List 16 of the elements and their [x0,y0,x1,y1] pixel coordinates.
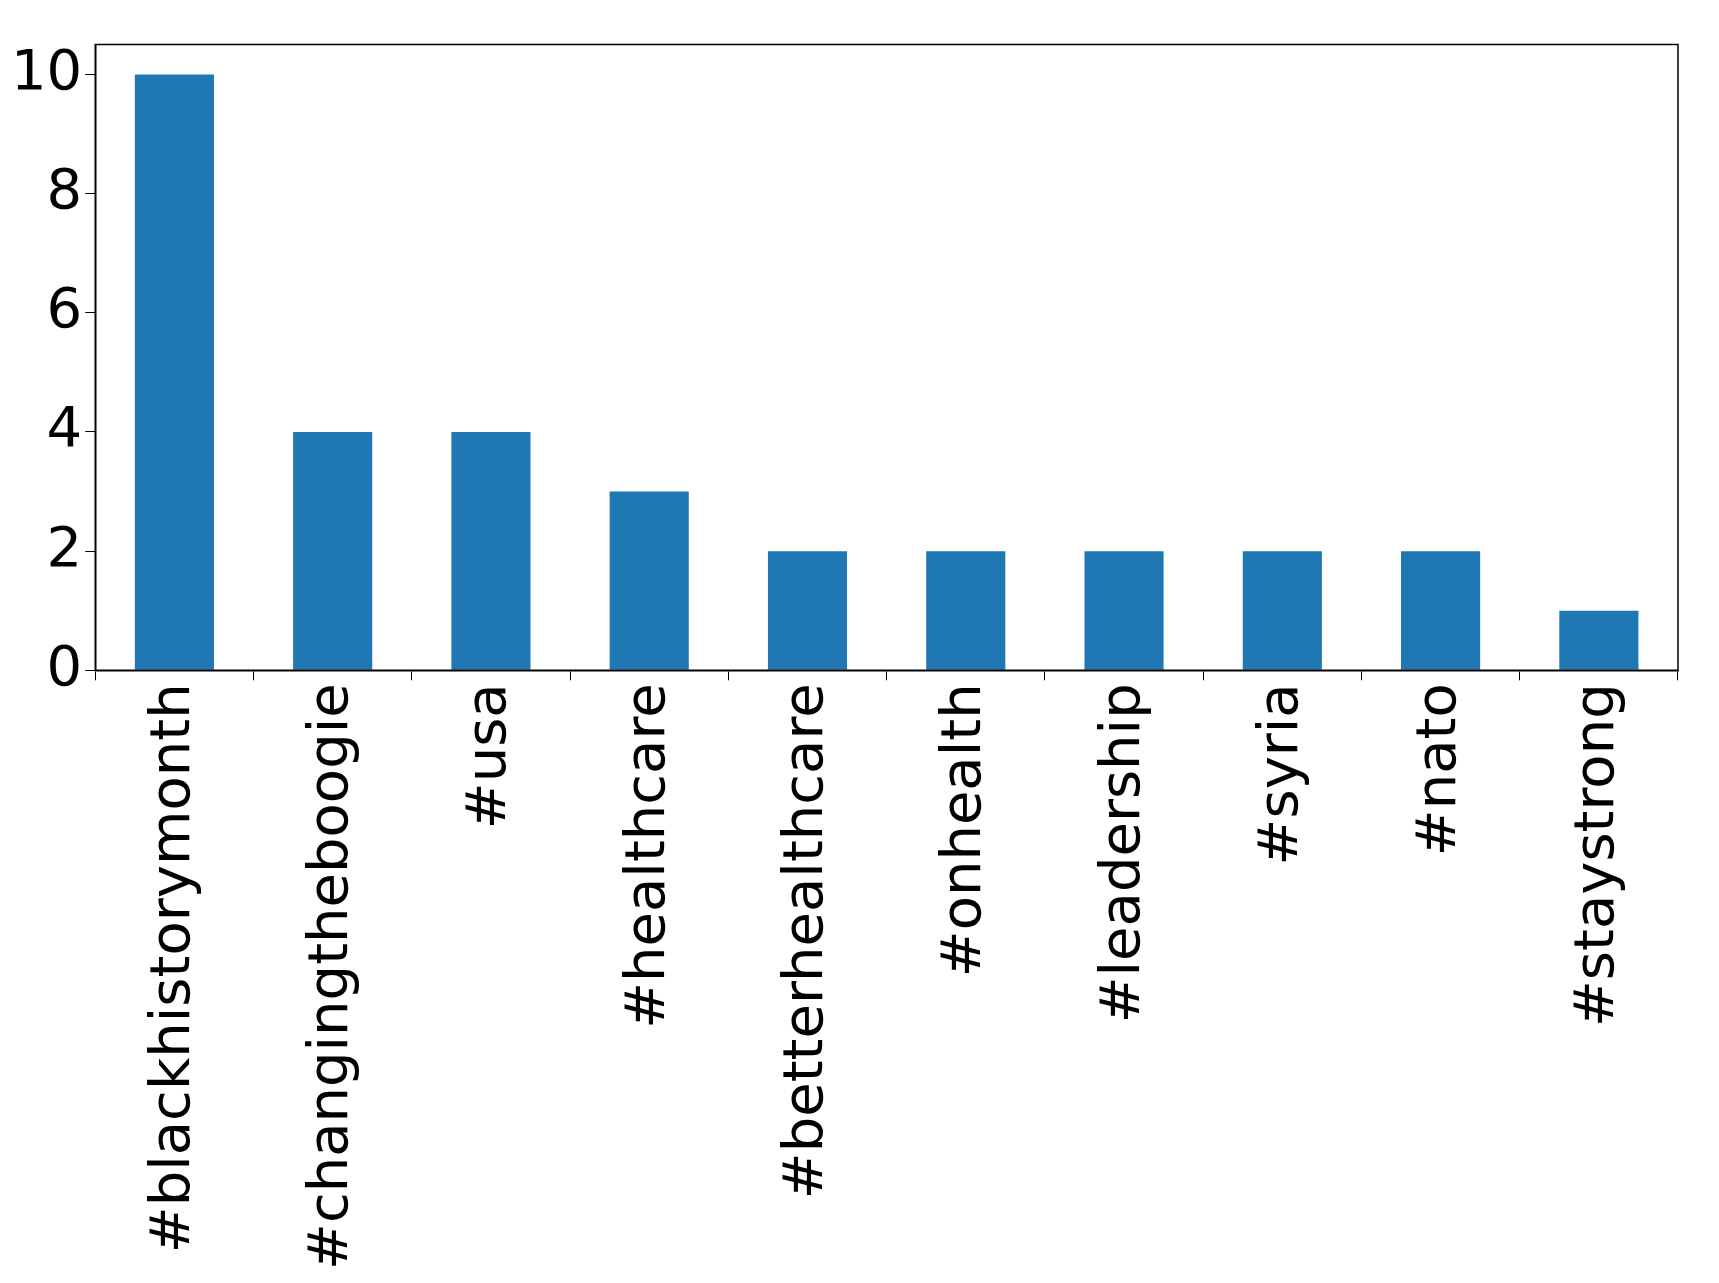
x-tick-label: #syria [1244,683,1310,866]
y-tick-label: 4 [46,394,83,460]
y-tick-label: 2 [46,513,83,579]
x-tick-label: #onhealth [928,683,994,978]
x-tick-label: #nato [1403,683,1469,857]
y-tick-label: 6 [46,275,83,341]
x-tick-label: #staystrong [1561,683,1627,1028]
y-tick-label: 0 [46,632,83,698]
y-tick-label: 8 [46,156,83,222]
x-tick-label: #changingtheboogie [295,683,361,1270]
x-tick-label: #healthcare [611,683,677,1029]
x-tick-label: #blackhistorymonth [136,683,202,1254]
y-tick-label: 10 [10,36,83,102]
x-tick-label: #usa [453,683,519,830]
x-tick-label: #leadership [1086,683,1152,1024]
x-tick-label: #betterhealthcare [770,683,836,1200]
